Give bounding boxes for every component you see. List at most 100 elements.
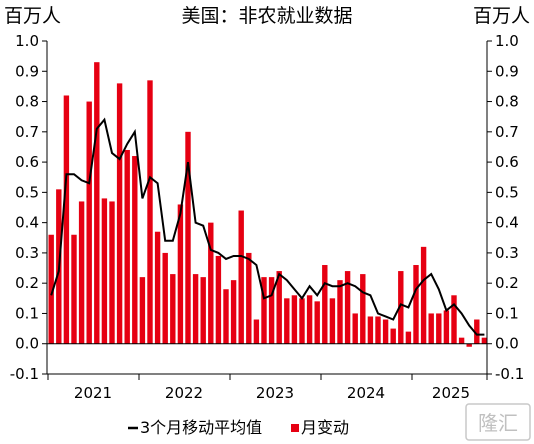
x-tick-label: 2024 xyxy=(347,384,385,402)
bar-monthly-change xyxy=(162,252,168,344)
bar-monthly-change xyxy=(215,255,222,344)
x-tick-label: 2023 xyxy=(256,384,294,402)
left-tick-label: 0.5 xyxy=(15,183,39,201)
bar-monthly-change xyxy=(71,234,77,344)
right-unit-label: 百万人 xyxy=(473,5,530,27)
plot-area: -0.1 -0.1 0.0 0.0 0.1 0.1 0.2 0.2 0.3 0.3 0.4 0.4 0.… xyxy=(10,32,525,402)
left-tick-label: 0.7 xyxy=(15,123,39,141)
bar-monthly-change xyxy=(344,271,351,344)
bar-monthly-change xyxy=(48,234,54,344)
right-tick-label: 0.6 xyxy=(495,153,519,171)
bar-monthly-change xyxy=(116,83,123,344)
bar-monthly-change xyxy=(154,231,161,344)
bar-monthly-change xyxy=(253,319,260,344)
chart-title: 美国：非农就业数据 xyxy=(181,5,352,27)
bar-monthly-change xyxy=(276,271,282,344)
bar-monthly-change xyxy=(246,252,252,344)
left-tick-label: 0.2 xyxy=(15,274,39,292)
right-tick-label: 0.0 xyxy=(495,335,519,353)
left-tick-label: 0.0 xyxy=(15,335,39,353)
bar-monthly-change xyxy=(208,222,214,344)
bar-monthly-change xyxy=(86,101,92,344)
bar-monthly-change xyxy=(367,316,374,344)
right-tick-label: 0.5 xyxy=(495,183,519,201)
bar-monthly-change xyxy=(192,274,199,344)
left-tick-label: 0.4 xyxy=(15,214,39,232)
left-tick-label: 0.8 xyxy=(15,93,39,111)
left-tick-label: 0.3 xyxy=(15,244,39,262)
bar-monthly-change xyxy=(299,298,305,344)
right-tick-label: 0.8 xyxy=(495,93,519,111)
bar-monthly-change xyxy=(177,204,184,344)
bar-monthly-change xyxy=(390,328,396,344)
bar-monthly-change xyxy=(230,280,237,344)
right-tick-label: 0.9 xyxy=(495,62,519,80)
right-tick-label: 0.2 xyxy=(495,274,519,292)
x-tick-label: 2025 xyxy=(432,384,470,402)
bar-monthly-change xyxy=(109,201,115,344)
bar-monthly-change xyxy=(78,201,85,344)
bar-monthly-change xyxy=(352,313,358,344)
bar-monthly-change xyxy=(474,319,480,344)
bar-monthly-change xyxy=(375,316,381,344)
bar-monthly-change xyxy=(63,95,70,344)
left-unit-label: 百万人 xyxy=(4,5,61,27)
bar-monthly-change xyxy=(223,289,229,344)
left-tick-label: 0.9 xyxy=(15,62,39,80)
bar-monthly-change xyxy=(382,319,389,344)
bar-monthly-change xyxy=(284,298,290,344)
bar-monthly-change xyxy=(101,198,108,344)
bar-monthly-change xyxy=(413,265,419,344)
bar-monthly-change xyxy=(458,337,465,344)
legend-label-moving-average: 3个月移动平均值 xyxy=(140,418,262,437)
bar-monthly-change xyxy=(94,62,100,344)
watermark-logo: 隆汇 xyxy=(465,403,531,441)
bar-monthly-change xyxy=(398,271,404,344)
bar-monthly-change xyxy=(147,80,153,344)
right-tick-label: 0.4 xyxy=(495,214,519,232)
right-tick-label: 0.3 xyxy=(495,244,519,262)
bar-monthly-change xyxy=(306,295,313,344)
left-tick-label: 0.6 xyxy=(15,153,39,171)
moving-average-line xyxy=(50,117,485,336)
bar-monthly-change xyxy=(132,156,138,344)
bar-monthly-change xyxy=(200,277,206,344)
right-tick-label: 0.7 xyxy=(495,123,519,141)
bar-monthly-change xyxy=(405,331,412,344)
x-tick-label: 2021 xyxy=(74,384,112,402)
bar-monthly-change xyxy=(124,149,130,344)
right-tick-label: -0.1 xyxy=(495,365,524,383)
bar-monthly-change xyxy=(139,277,146,344)
bar-monthly-change xyxy=(322,265,328,344)
bar-monthly-change xyxy=(329,298,336,344)
bar-monthly-change xyxy=(466,343,472,347)
bar-monthly-change xyxy=(291,295,298,344)
bar-monthly-change xyxy=(428,313,434,344)
bar-monthly-change xyxy=(337,280,343,344)
legend-bar-swatch xyxy=(291,424,299,432)
left-tick-label: 0.1 xyxy=(15,304,39,322)
bar-monthly-change xyxy=(451,295,457,344)
x-tick-label: 2022 xyxy=(165,384,203,402)
right-tick-label: 1.0 xyxy=(495,32,519,50)
bar-monthly-change xyxy=(443,310,450,344)
bar-monthly-change xyxy=(268,277,275,344)
left-tick-label: -0.1 xyxy=(10,365,39,383)
bar-monthly-change xyxy=(261,277,267,344)
watermark-text: 隆汇 xyxy=(478,411,518,435)
right-tick-label: 0.1 xyxy=(495,304,519,322)
bar-monthly-change xyxy=(360,274,366,344)
bar-monthly-change xyxy=(436,313,442,344)
legend-label-monthly-change: 月变动 xyxy=(301,418,349,437)
bar-monthly-change xyxy=(185,131,191,344)
left-tick-label: 1.0 xyxy=(15,32,39,50)
legend: 3个月移动平均值 月变动 xyxy=(128,418,349,437)
bar-monthly-change xyxy=(420,246,427,344)
bar-monthly-change xyxy=(238,210,244,344)
bar-monthly-change xyxy=(481,337,488,344)
bar-monthly-change xyxy=(170,274,176,344)
bar-monthly-change xyxy=(314,301,320,344)
watermark-box xyxy=(465,403,531,441)
